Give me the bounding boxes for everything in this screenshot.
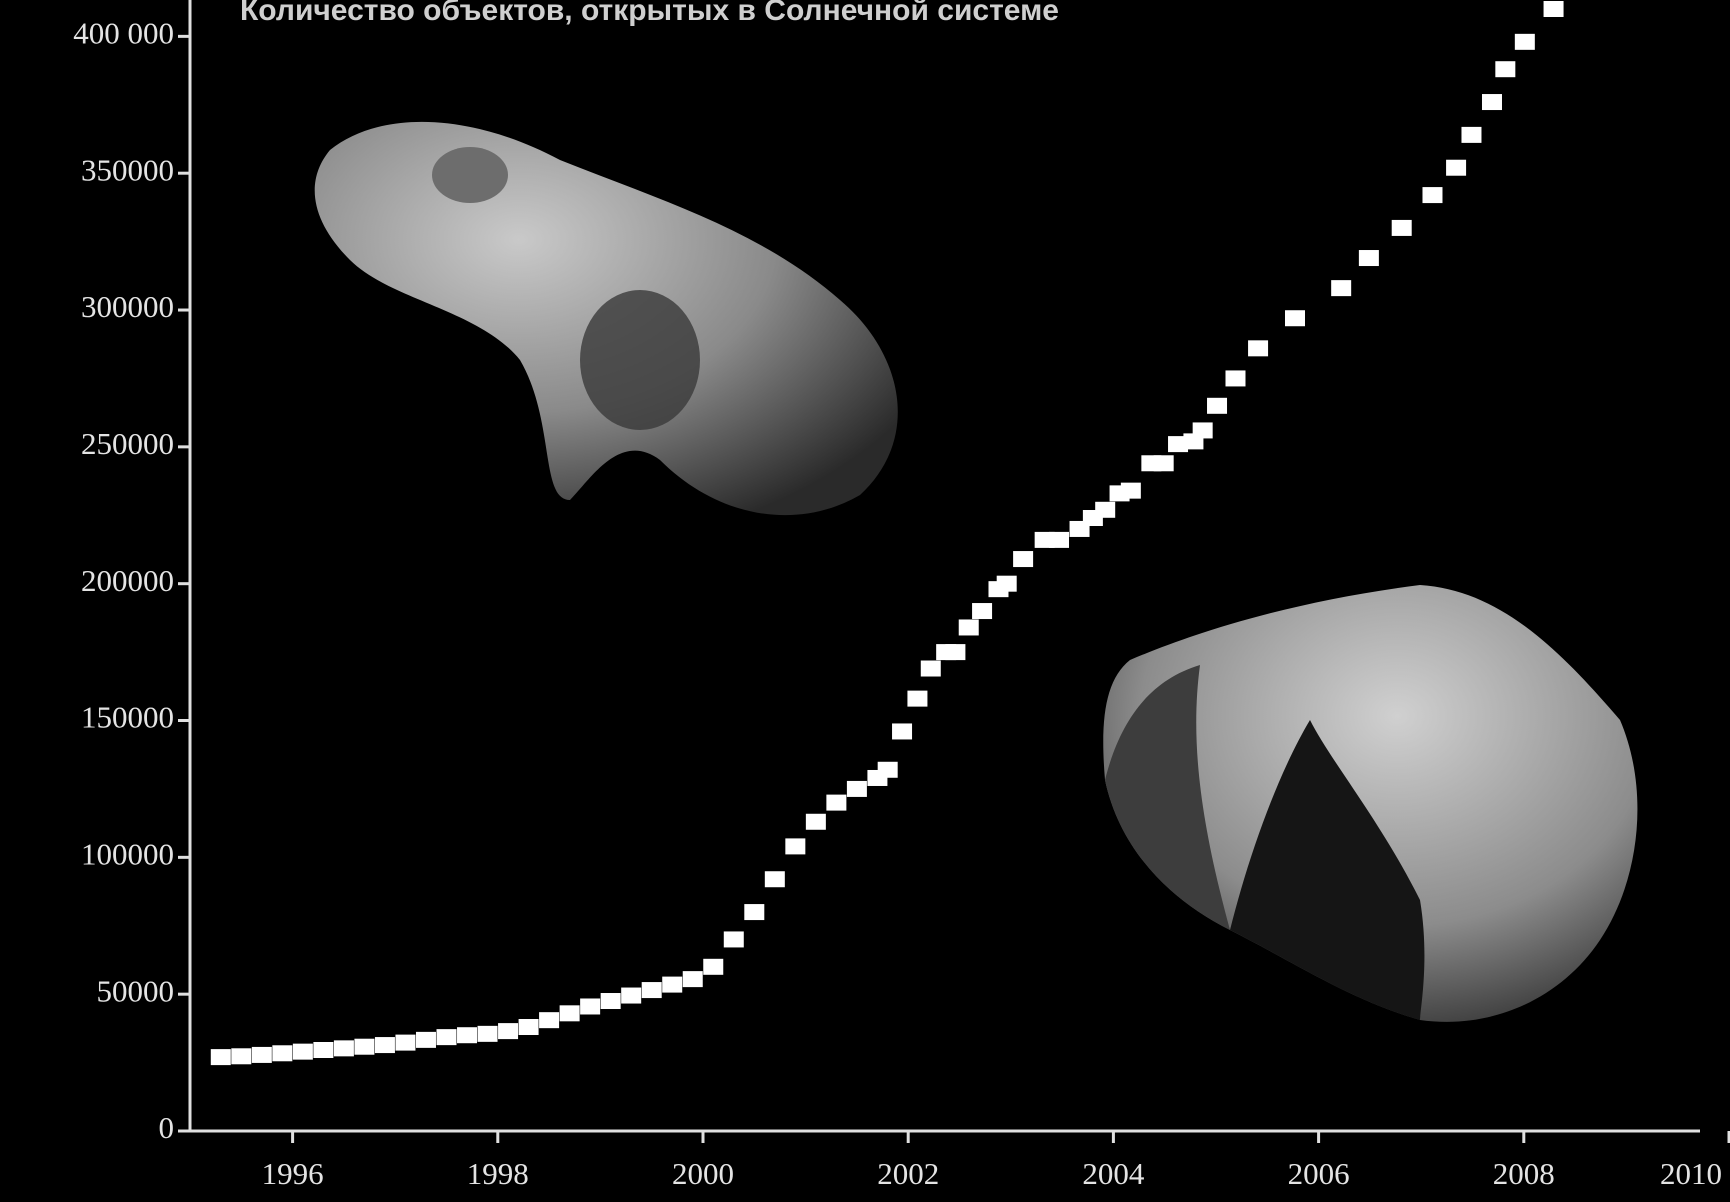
data-point bbox=[907, 690, 928, 707]
data-point bbox=[682, 971, 703, 988]
y-tick-label: 300000 bbox=[81, 289, 174, 324]
data-point bbox=[231, 1048, 252, 1065]
y-tick-label: 100000 bbox=[81, 836, 174, 871]
data-point bbox=[333, 1040, 354, 1057]
x-tick-label: 2008 bbox=[1493, 1156, 1555, 1191]
data-point bbox=[785, 838, 806, 855]
x-tick-label: 1998 bbox=[467, 1156, 529, 1191]
data-point bbox=[539, 1012, 560, 1029]
data-point bbox=[1049, 531, 1070, 548]
data-point bbox=[945, 644, 966, 661]
data-point bbox=[805, 813, 826, 830]
data-point bbox=[600, 993, 621, 1010]
data-point bbox=[846, 780, 867, 797]
data-point bbox=[826, 794, 847, 811]
data-point bbox=[1248, 340, 1269, 357]
data-point bbox=[1481, 94, 1502, 111]
data-point bbox=[641, 982, 662, 999]
data-point bbox=[621, 987, 642, 1004]
data-point bbox=[1495, 61, 1516, 78]
y-tick-label: 200000 bbox=[81, 563, 174, 598]
data-point bbox=[1207, 397, 1228, 414]
x-tick-label: 2010 bbox=[1660, 1156, 1722, 1191]
data-point bbox=[1543, 1, 1564, 17]
y-tick-label: 250000 bbox=[81, 426, 174, 461]
x-tick-label: 1996 bbox=[262, 1156, 324, 1191]
x-tick-label: 2004 bbox=[1082, 1156, 1145, 1191]
data-point bbox=[1331, 280, 1352, 297]
asteroid-eros bbox=[314, 121, 898, 516]
data-point bbox=[744, 904, 765, 921]
y-tick-label: 400 000 bbox=[73, 15, 174, 50]
data-point bbox=[1514, 33, 1535, 50]
data-point bbox=[1391, 219, 1412, 236]
data-point bbox=[1013, 551, 1034, 568]
data-point bbox=[1422, 187, 1443, 204]
data-point bbox=[580, 998, 601, 1015]
data-point bbox=[877, 761, 898, 778]
x-tick-label: 2006 bbox=[1288, 1156, 1350, 1191]
data-point bbox=[292, 1043, 313, 1060]
data-point bbox=[1358, 250, 1379, 267]
data-point bbox=[457, 1027, 478, 1044]
data-point bbox=[1446, 159, 1467, 176]
data-point bbox=[972, 603, 993, 620]
data-point bbox=[498, 1023, 519, 1040]
data-point bbox=[1192, 422, 1213, 439]
data-point bbox=[374, 1037, 395, 1054]
data-point bbox=[892, 723, 913, 740]
data-point bbox=[251, 1046, 272, 1063]
y-tick-label: 150000 bbox=[81, 700, 174, 735]
data-point bbox=[415, 1031, 436, 1048]
data-point bbox=[1095, 501, 1116, 518]
data-point bbox=[723, 931, 744, 948]
data-point bbox=[272, 1045, 293, 1062]
data-point bbox=[996, 575, 1017, 592]
y-tick-label: 0 bbox=[159, 1110, 175, 1145]
chart-title: Количество объектов, открытых в Солнечно… bbox=[240, 0, 1059, 27]
x-tick-label: 2000 bbox=[672, 1156, 734, 1191]
data-point bbox=[920, 660, 941, 677]
data-point bbox=[1153, 455, 1174, 472]
data-point bbox=[436, 1029, 457, 1046]
data-point bbox=[1120, 482, 1141, 499]
data-point bbox=[518, 1019, 539, 1036]
data-point bbox=[477, 1025, 498, 1042]
x-tick-label: 2002 bbox=[877, 1156, 939, 1191]
data-point bbox=[958, 619, 979, 636]
asteroid-steins bbox=[1103, 585, 1638, 1022]
data-point bbox=[395, 1034, 416, 1051]
data-point bbox=[1285, 310, 1306, 327]
data-point bbox=[1461, 126, 1482, 143]
data-point bbox=[559, 1005, 580, 1022]
data-point bbox=[1225, 370, 1246, 387]
data-point bbox=[210, 1049, 231, 1066]
data-point bbox=[313, 1041, 334, 1058]
data-point bbox=[764, 871, 785, 888]
y-tick-label: 50000 bbox=[97, 973, 175, 1008]
y-tick-label: 350000 bbox=[81, 152, 174, 187]
data-point bbox=[703, 958, 724, 975]
data-point bbox=[662, 976, 683, 993]
data-point bbox=[1168, 436, 1189, 453]
data-point bbox=[354, 1038, 375, 1055]
